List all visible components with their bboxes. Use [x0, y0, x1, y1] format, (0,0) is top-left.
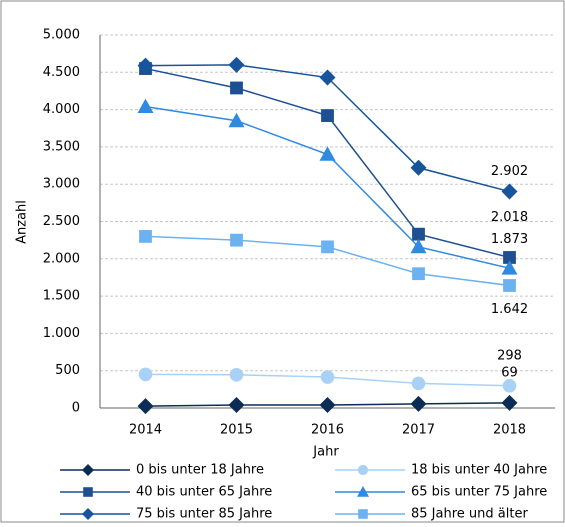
x-tick-label: 2015	[220, 423, 253, 438]
data-point	[412, 227, 425, 241]
legend-label: 40 bis unter 65 Jahre	[136, 485, 272, 500]
data-label: 298	[497, 348, 522, 363]
y-tick-label: 3.000	[43, 177, 80, 192]
x-tick-label: 2014	[129, 423, 162, 438]
data-label: 2.018	[491, 210, 528, 225]
x-tick-label: 2017	[402, 423, 435, 438]
y-tick-label: 2.500	[43, 214, 80, 229]
y-tick-label: 0	[72, 401, 80, 416]
data-point	[138, 367, 153, 382]
legend-label: 18 bis unter 40 Jahre	[411, 463, 547, 478]
legend-marker	[357, 486, 369, 497]
y-axis-label: Anzahl	[15, 200, 30, 244]
y-tick-label: 500	[55, 363, 80, 378]
legend-marker	[82, 508, 94, 520]
data-point	[229, 368, 244, 382]
data-point	[321, 109, 334, 122]
data-point	[503, 279, 516, 292]
legend-label: 0 bis unter 18 Jahre	[136, 463, 264, 478]
data-point	[319, 146, 336, 161]
legend-marker	[82, 464, 94, 476]
data-point	[320, 370, 335, 384]
y-tick-label: 4.500	[43, 65, 80, 80]
legend-label: 65 bis unter 75 Jahre	[411, 485, 547, 500]
legend-marker	[358, 509, 368, 519]
y-tick-label: 1.000	[43, 326, 80, 341]
x-axis-label: Jahr	[312, 445, 339, 460]
data-label: 2.902	[491, 164, 528, 179]
data-point	[321, 240, 334, 254]
data-point	[412, 267, 425, 281]
y-tick-label: 2.000	[43, 251, 80, 266]
data-label: 1.873	[491, 232, 528, 247]
data-point	[230, 81, 243, 95]
data-point	[410, 159, 427, 176]
data-point	[410, 238, 427, 254]
data-point	[139, 230, 152, 243]
data-point	[503, 251, 516, 264]
y-tick-label: 5.000	[43, 28, 80, 43]
data-point	[501, 394, 518, 411]
legend-marker	[83, 487, 93, 497]
data-point	[137, 98, 154, 114]
legend-label: 85 Jahre und älter	[411, 507, 528, 522]
legend-label: 75 bis unter 85 Jahre	[136, 507, 272, 522]
data-point	[228, 397, 245, 414]
legend-marker	[357, 464, 369, 476]
data-label: 69	[501, 365, 518, 380]
y-tick-label: 1.500	[43, 289, 80, 304]
data-point	[501, 260, 518, 275]
data-label: 1.642	[491, 302, 528, 317]
data-point	[501, 183, 518, 200]
data-point	[137, 57, 154, 74]
data-point	[230, 233, 243, 247]
x-tick-label: 2018	[493, 423, 526, 438]
y-tick-label: 3.500	[43, 139, 80, 154]
data-point	[137, 398, 154, 415]
y-tick-label: 4.000	[43, 102, 80, 117]
data-point	[228, 56, 245, 73]
data-point	[410, 395, 427, 412]
data-point	[502, 378, 517, 393]
data-point	[319, 69, 336, 86]
x-tick-label: 2016	[311, 423, 344, 438]
data-point	[411, 376, 426, 391]
data-point	[319, 397, 336, 414]
data-point	[228, 112, 245, 128]
